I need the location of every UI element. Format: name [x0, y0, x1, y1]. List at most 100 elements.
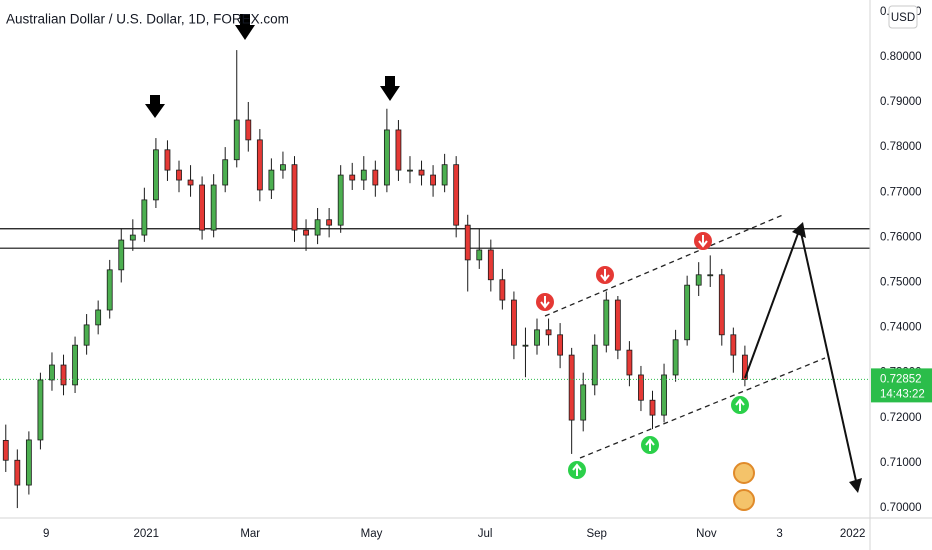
- candle-body: [14, 459, 21, 486]
- candle-body: [314, 219, 321, 236]
- candle-body: [291, 164, 298, 231]
- x-tick-label: 2021: [133, 528, 159, 540]
- candle-body: [187, 179, 194, 186]
- candle-body: [407, 169, 413, 172]
- candle-body: [360, 169, 367, 181]
- candle-body: [730, 334, 737, 356]
- candle-body: [453, 164, 460, 226]
- candle-body: [49, 364, 55, 381]
- y-tick-label: 0.78000: [880, 141, 922, 153]
- candle: [25, 431, 32, 495]
- currency-box: [888, 5, 918, 29]
- event-icon: [733, 462, 755, 484]
- candle-body: [268, 169, 275, 191]
- candle-body: [545, 329, 552, 336]
- candle: [83, 314, 90, 355]
- candle: [487, 239, 494, 292]
- candle-body: [383, 129, 390, 186]
- candle-body: [591, 344, 598, 386]
- candle-body: [638, 374, 644, 401]
- candle: [395, 120, 402, 181]
- candle: [591, 334, 598, 396]
- candle-body: [164, 149, 171, 171]
- candle-body: [72, 344, 78, 386]
- candle-body: [372, 169, 379, 186]
- candle-body: [280, 164, 286, 171]
- candle: [14, 449, 21, 509]
- candle: [626, 341, 633, 387]
- candle: [187, 165, 194, 197]
- buy-signal-icon: [645, 438, 655, 451]
- candle-body: [129, 234, 136, 241]
- sell-signals: [536, 232, 712, 311]
- y-tick-label: 0.70000: [880, 502, 922, 514]
- candle: [453, 156, 460, 238]
- candle-body: [118, 239, 125, 271]
- candle: [280, 151, 286, 179]
- x-tick-label: Mar: [240, 528, 260, 540]
- x-tick-label: 9: [43, 528, 49, 540]
- candle-body: [534, 329, 540, 346]
- candle: [672, 329, 679, 382]
- candle-body: [176, 169, 182, 181]
- candle: [118, 228, 125, 283]
- candle: [129, 219, 136, 251]
- arrow-head: [849, 478, 862, 493]
- candle-body: [441, 164, 448, 186]
- candle: [464, 214, 471, 292]
- candle: [256, 129, 263, 202]
- candle: [522, 327, 529, 378]
- candle: [141, 187, 148, 242]
- candle: [649, 390, 656, 430]
- candle: [268, 158, 275, 199]
- candle-body: [684, 284, 691, 341]
- candle-body: [210, 184, 217, 231]
- candle: [291, 156, 298, 242]
- top-markers: [145, 14, 400, 118]
- candle: [718, 268, 725, 346]
- last-price-label: 0.72852: [880, 373, 922, 385]
- down-marker: [145, 95, 165, 118]
- countdown-label: 14:43:22: [880, 388, 925, 400]
- candle-body: [557, 334, 564, 356]
- candle-body: [256, 139, 263, 191]
- candle: [233, 50, 240, 168]
- sell-signal-icon: [698, 235, 708, 248]
- candle-body: [626, 349, 633, 376]
- candle: [337, 165, 344, 233]
- candle-body: [707, 274, 714, 277]
- axes: 0.700000.710000.720000.730000.740000.750…: [43, 6, 932, 540]
- candle: [545, 318, 552, 346]
- candle: [638, 365, 644, 412]
- candle: [60, 354, 67, 396]
- candle-body: [233, 119, 240, 161]
- candle-body: [476, 249, 483, 261]
- chart-title: Australian Dollar / U.S. Dollar, 1D, FOR…: [6, 12, 289, 27]
- candle-body: [25, 439, 32, 486]
- candle-body: [522, 344, 529, 347]
- candle-body: [153, 149, 159, 201]
- candle-body: [511, 299, 517, 346]
- candle: [707, 255, 714, 287]
- candle: [245, 101, 252, 152]
- candle-body: [337, 174, 344, 226]
- candle: [164, 140, 171, 181]
- candle: [2, 424, 9, 472]
- candle-body: [106, 269, 113, 311]
- y-tick-label: 0.75000: [880, 276, 922, 288]
- sell-signal-icon: [540, 296, 550, 309]
- x-tick-label: Nov: [696, 528, 717, 540]
- candle-body: [568, 354, 575, 421]
- candle-body: [418, 169, 425, 176]
- candle-body: [464, 224, 471, 261]
- x-tick-label: 2022: [840, 528, 866, 540]
- buy-signal-icon: [572, 463, 582, 476]
- candle: [210, 174, 217, 238]
- candle-body: [222, 159, 229, 186]
- x-tick-label: 3: [776, 528, 782, 540]
- candle-body: [661, 374, 667, 416]
- candle-body: [672, 339, 679, 376]
- candle: [37, 372, 44, 450]
